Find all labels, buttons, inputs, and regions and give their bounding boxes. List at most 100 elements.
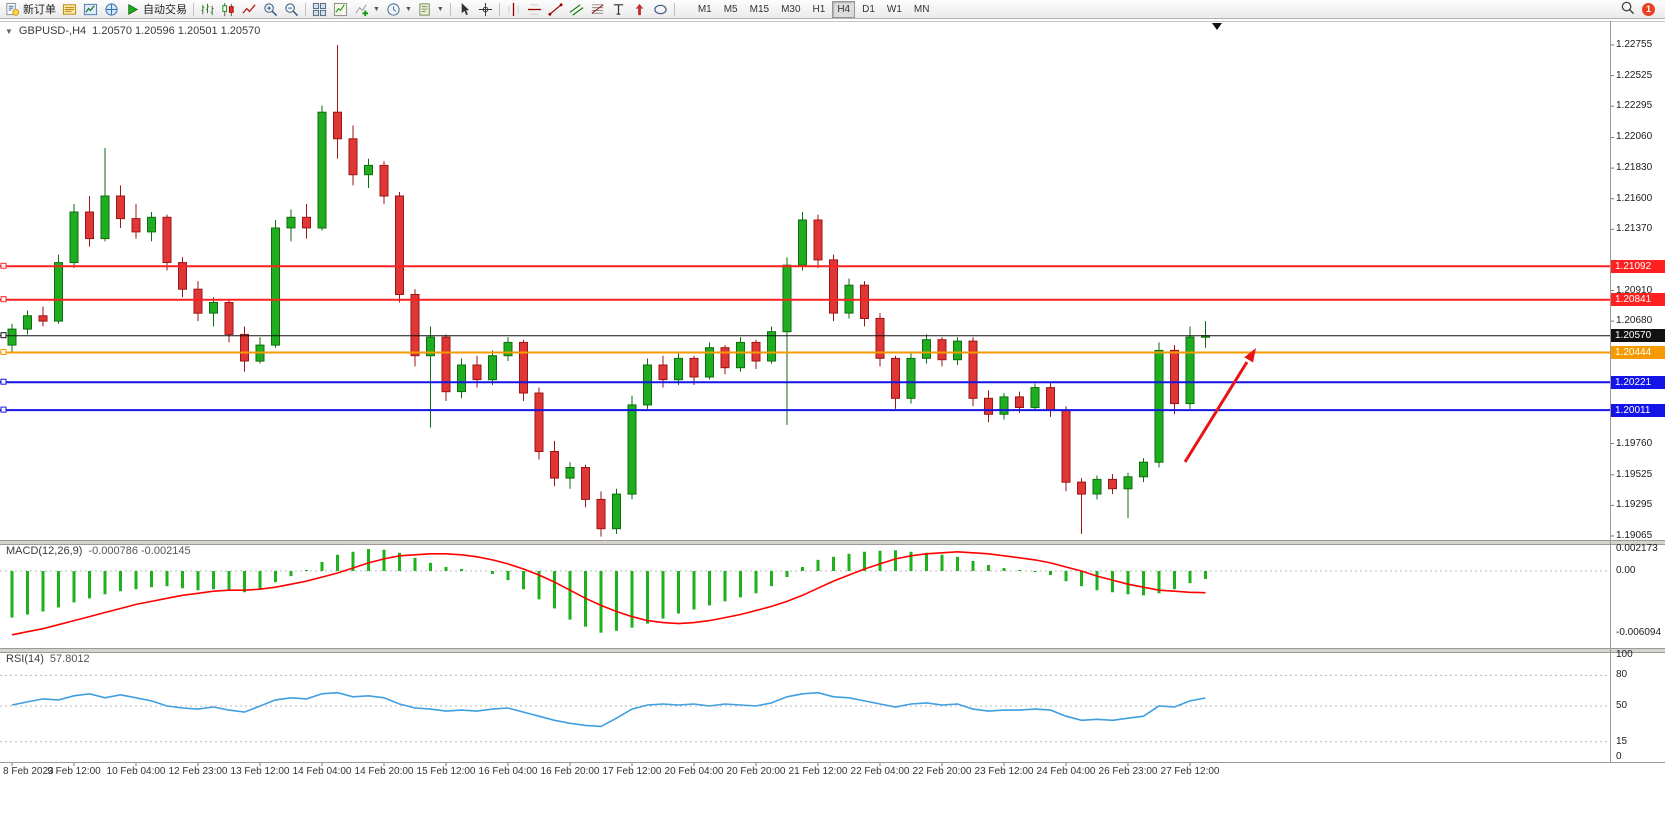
candlestick bbox=[426, 326, 435, 428]
rsi-axis-label: 15 bbox=[1616, 735, 1628, 747]
shapes-button[interactable] bbox=[650, 1, 671, 18]
rsi-axis-label: 80 bbox=[1616, 669, 1628, 681]
text-button[interactable] bbox=[608, 1, 629, 18]
candlestick bbox=[317, 105, 327, 231]
candlestick bbox=[503, 337, 513, 362]
timeframe-m30-button[interactable]: M30 bbox=[781, 3, 801, 15]
candlestick bbox=[38, 306, 48, 327]
fibonacci-button[interactable] bbox=[587, 1, 608, 18]
candlestick bbox=[658, 355, 668, 388]
market-watch-icon bbox=[83, 2, 98, 17]
notification-badge[interactable]: 1 bbox=[1642, 2, 1655, 16]
candlestick bbox=[379, 161, 389, 205]
arrows-button[interactable] bbox=[629, 1, 650, 18]
collapse-chevron-icon[interactable]: ▼ bbox=[5, 26, 13, 36]
auto-trading-button[interactable]: 自动交易 bbox=[122, 1, 190, 18]
add-indicator-icon bbox=[354, 2, 369, 17]
time-axis-label: 17 Feb 12:00 bbox=[602, 766, 662, 777]
channel-button[interactable] bbox=[566, 1, 587, 18]
rsi-name: RSI(14) bbox=[6, 653, 44, 665]
timeframe-group: M1 M5 M15 M30 H1 H4 D1 W1 MN bbox=[692, 0, 936, 18]
trendline-button[interactable] bbox=[545, 1, 566, 18]
timeframe-mn-button[interactable]: MN bbox=[913, 3, 930, 15]
candlestick bbox=[534, 387, 544, 460]
navigator-button[interactable] bbox=[101, 1, 122, 18]
toolbar-dropdown-group: ▼ ▼ ▼ bbox=[351, 1, 447, 18]
line-chart-button[interactable] bbox=[239, 1, 260, 18]
resistance-line-1[interactable] bbox=[0, 262, 1615, 269]
candlestick bbox=[1201, 321, 1210, 348]
candlestick bbox=[922, 334, 931, 364]
price-tick-label: 1.19295 bbox=[1616, 499, 1653, 511]
time-axis-label: 20 Feb 20:00 bbox=[726, 766, 786, 777]
chart-shift-marker[interactable] bbox=[1212, 23, 1222, 30]
templates-button[interactable]: ▼ bbox=[415, 1, 447, 18]
main-toolbar: 新订单 自动交易 ▼ ▼ ▼ M1 M5 M15 M30 H1 H4 D1 W1 MN 1 bbox=[0, 0, 1665, 19]
time-axis-label: 24 Feb 04:00 bbox=[1036, 766, 1096, 777]
price-tick-label: 1.19525 bbox=[1616, 468, 1653, 480]
timeframe-m5-button[interactable]: M5 bbox=[723, 3, 738, 15]
tile-windows-button[interactable] bbox=[309, 1, 330, 18]
ohlc-quote-label: 1.20570 1.20596 1.20501 1.20570 bbox=[92, 25, 261, 37]
pane-separator-macd-rsi[interactable] bbox=[0, 648, 1665, 653]
time-axis-label: 14 Feb 20:00 bbox=[354, 766, 414, 777]
timeframe-d1-button[interactable]: D1 bbox=[862, 3, 875, 15]
candlestick bbox=[720, 345, 730, 375]
pane-separator-main-macd[interactable] bbox=[0, 540, 1665, 545]
current-price-line[interactable] bbox=[0, 332, 1615, 339]
pivot-line-orange[interactable] bbox=[0, 349, 1615, 355]
candlestick bbox=[131, 204, 141, 239]
candlestick bbox=[395, 192, 404, 303]
crosshair-button[interactable] bbox=[475, 1, 496, 18]
timeframe-h4-button[interactable]: H4 bbox=[832, 0, 856, 18]
price-level-badge: 1.21092 bbox=[1611, 259, 1665, 273]
horizontal-line-button[interactable] bbox=[524, 1, 545, 18]
macd-histogram bbox=[10, 549, 1207, 633]
candlestick bbox=[1092, 475, 1102, 500]
toolbar-right-group: 1 bbox=[1620, 0, 1663, 18]
support-line-1[interactable] bbox=[0, 378, 1615, 385]
candlestick bbox=[364, 158, 373, 189]
timeframe-m1-button[interactable]: M1 bbox=[697, 3, 712, 15]
new-order-button[interactable]: 新订单 bbox=[2, 1, 59, 18]
bar-chart-button[interactable] bbox=[197, 1, 218, 18]
market-watch-button[interactable] bbox=[80, 1, 101, 18]
periods-button[interactable]: ▼ bbox=[383, 1, 415, 18]
zoom-out-button[interactable] bbox=[281, 1, 302, 18]
candlestick bbox=[209, 297, 218, 327]
zoom-in-button[interactable] bbox=[260, 1, 281, 18]
rsi-axis-label: 100 bbox=[1616, 649, 1633, 660]
price-level-badge: 1.20444 bbox=[1611, 346, 1665, 359]
timeframe-w1-button[interactable]: W1 bbox=[886, 3, 902, 15]
timeframe-h1-button[interactable]: H1 bbox=[812, 3, 826, 15]
candlestick bbox=[255, 337, 265, 364]
candlestick bbox=[813, 214, 823, 268]
search-icon[interactable] bbox=[1620, 0, 1635, 18]
terminal-button[interactable] bbox=[59, 1, 80, 18]
candlestick bbox=[410, 289, 420, 367]
candlestick bbox=[100, 148, 110, 242]
candlestick bbox=[767, 326, 776, 364]
macd-indicator-label: MACD(12,26,9) -0.000786 -0.002145 bbox=[6, 545, 191, 557]
toolbar-chart-type-group bbox=[197, 1, 260, 18]
cursor-button[interactable] bbox=[454, 1, 475, 18]
candlestick bbox=[627, 395, 637, 500]
vertical-line-button[interactable] bbox=[503, 1, 524, 18]
candlestick bbox=[643, 358, 652, 409]
indicators-list-button[interactable] bbox=[330, 1, 351, 18]
periods-icon bbox=[386, 2, 401, 17]
candlestick bbox=[69, 204, 79, 268]
text-icon bbox=[611, 2, 626, 17]
resistance-line-2[interactable] bbox=[0, 296, 1615, 303]
add-indicator-button[interactable]: ▼ bbox=[351, 1, 383, 18]
macd-signal-line bbox=[11, 550, 1206, 636]
time-axis-label: 15 Feb 12:00 bbox=[416, 766, 476, 777]
candlestick bbox=[224, 299, 234, 343]
candlestick bbox=[550, 440, 559, 487]
time-axis-label: 10 Feb 04:00 bbox=[106, 766, 166, 777]
candlestick bbox=[875, 313, 885, 367]
trend-arrow-annotation[interactable] bbox=[1183, 348, 1256, 463]
support-line-2[interactable] bbox=[0, 406, 1615, 413]
candlestick-chart-button[interactable] bbox=[218, 1, 239, 18]
timeframe-m15-button[interactable]: M15 bbox=[749, 3, 770, 15]
